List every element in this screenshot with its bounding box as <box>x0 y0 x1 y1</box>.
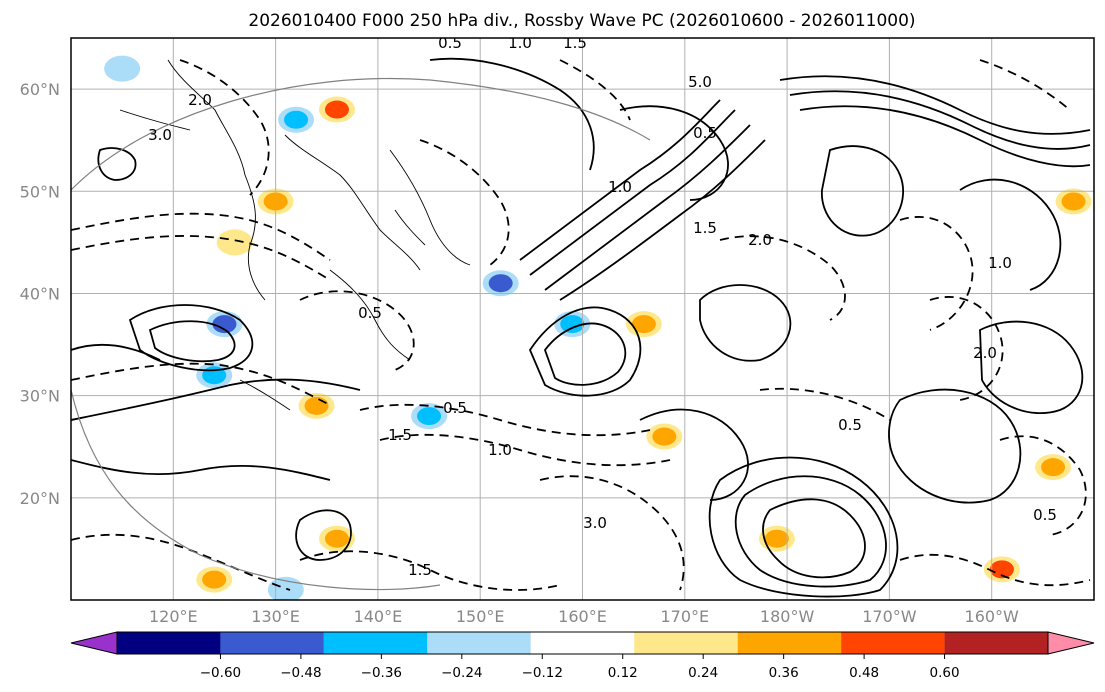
anomaly-cell <box>631 315 656 334</box>
anomaly-cell <box>652 427 677 446</box>
anomaly-cell <box>989 560 1014 579</box>
contour-label: 1.0 <box>488 441 512 459</box>
lon-tick-label: 170°W <box>862 607 917 626</box>
lat-tick-label: 60°N <box>20 80 60 99</box>
plot-area: 0.5 1.0 1.5 2.0 3.0 5.0 0.5 1.0 1.5 2.0 0.5 1.0 0.5 1… <box>70 34 1095 601</box>
colorbar-tick-label: −0.24 <box>441 665 482 681</box>
colorbar-bin <box>944 632 1048 654</box>
anomaly-cell <box>202 570 227 589</box>
anomaly-cell <box>488 274 513 293</box>
anomaly-cell <box>1041 458 1066 477</box>
anomaly-cell <box>110 59 135 78</box>
contour-label: 0.5 <box>838 416 862 434</box>
contour-labels: 0.5 1.0 1.5 2.0 3.0 5.0 0.5 1.0 1.5 2.0 0.5 1.0 0.5 1… <box>148 34 1057 579</box>
lon-tick-label: 170°E <box>660 607 709 626</box>
colorbar-extend-max <box>1047 631 1095 655</box>
dashed-contours <box>71 59 1091 591</box>
colorbar-tick-label: −0.60 <box>200 665 241 681</box>
longitude-tick-labels: 120°E 130°E 140°E 150°E 160°E 170°E 180°W 170°W… <box>149 607 1019 626</box>
contour-label: 1.5 <box>693 219 717 237</box>
anomaly-cell <box>324 100 349 119</box>
colorbar-extend-min <box>70 631 118 655</box>
contour-label: 0.5 <box>693 124 717 142</box>
grid-lines <box>71 38 1094 600</box>
anomaly-cell <box>324 529 349 548</box>
contour-label: 1.0 <box>508 34 532 52</box>
latitude-tick-labels: 20°N 30°N 40°N 50°N 60°N <box>20 80 60 508</box>
colorbar-bin <box>634 632 738 654</box>
colorbar-bin <box>220 632 324 654</box>
lat-tick-label: 40°N <box>20 284 60 303</box>
lat-tick-label: 20°N <box>20 489 60 508</box>
contour-label: 3.0 <box>148 126 172 144</box>
lon-tick-label: 140°E <box>354 607 403 626</box>
projection-boundary-lower <box>71 389 441 591</box>
colorbar-tick-label: 0.48 <box>849 665 879 681</box>
lon-tick-label: 160°E <box>558 607 607 626</box>
colorbar-tick-label: 0.36 <box>769 665 799 681</box>
lon-tick-label: 120°E <box>149 607 198 626</box>
colorbar-tick-label: 0.24 <box>688 665 718 681</box>
anomaly-cell <box>212 315 237 334</box>
solid-contours <box>71 57 1091 598</box>
colorbar: −0.60 −0.48 −0.36 −0.24 −0.12 0.12 0.24 0.36 0.4… <box>70 631 1095 681</box>
anomaly-cell <box>560 315 585 334</box>
lon-tick-label: 150°E <box>456 607 505 626</box>
contour-label: 2.0 <box>973 344 997 362</box>
anomaly-cell <box>417 407 442 426</box>
contour-label: 1.5 <box>388 426 412 444</box>
contour-label: 0.5 <box>1033 506 1057 524</box>
colorbar-bin <box>530 632 635 654</box>
colorbar-tick-label: 0.60 <box>930 665 960 681</box>
lon-tick-label: 130°E <box>251 607 300 626</box>
contour-label: 1.5 <box>563 34 587 52</box>
contour-label: 1.0 <box>988 254 1012 272</box>
contour-label: 3.0 <box>583 514 607 532</box>
contour-label: 0.5 <box>443 399 467 417</box>
colorbar-frame <box>116 631 1049 655</box>
colorbar-tick-label: −0.48 <box>280 665 321 681</box>
contour-label: 0.5 <box>358 304 382 322</box>
contour-label: 1.0 <box>608 178 632 196</box>
colorbar-tick-label: −0.36 <box>361 665 402 681</box>
lon-tick-label: 160°W <box>965 607 1020 626</box>
divergence-shading <box>104 55 1092 600</box>
contour-label: 1.5 <box>408 561 432 579</box>
anomaly-cell <box>304 396 329 415</box>
contour-label: 0.5 <box>438 34 462 52</box>
contour-label: 5.0 <box>688 73 712 91</box>
projection-boundary <box>71 77 651 191</box>
lat-tick-label: 50°N <box>20 182 60 201</box>
colorbar-bin <box>323 632 428 654</box>
lat-tick-label: 30°N <box>20 387 60 406</box>
lon-tick-label: 180°W <box>760 607 815 626</box>
contour-label: 2.0 <box>188 91 212 109</box>
colorbar-bin <box>737 632 842 654</box>
colorbar-tick-label: 0.12 <box>608 665 638 681</box>
chart-title: 2026010400 F000 250 hPa div., Rossby Wav… <box>248 11 915 31</box>
colorbar-bin <box>841 632 945 654</box>
anomaly-cell <box>222 233 247 252</box>
colorbar-tick-label: −0.12 <box>522 665 563 681</box>
anomaly-cell <box>1061 192 1086 211</box>
anomaly-cell <box>764 529 789 548</box>
anomaly-cell <box>284 110 309 129</box>
colorbar-bin <box>427 632 531 654</box>
anomaly-cell <box>273 580 298 599</box>
contour-label: 2.0 <box>748 231 772 249</box>
plot-frame <box>70 37 1095 601</box>
colorbar-bin <box>117 632 221 654</box>
